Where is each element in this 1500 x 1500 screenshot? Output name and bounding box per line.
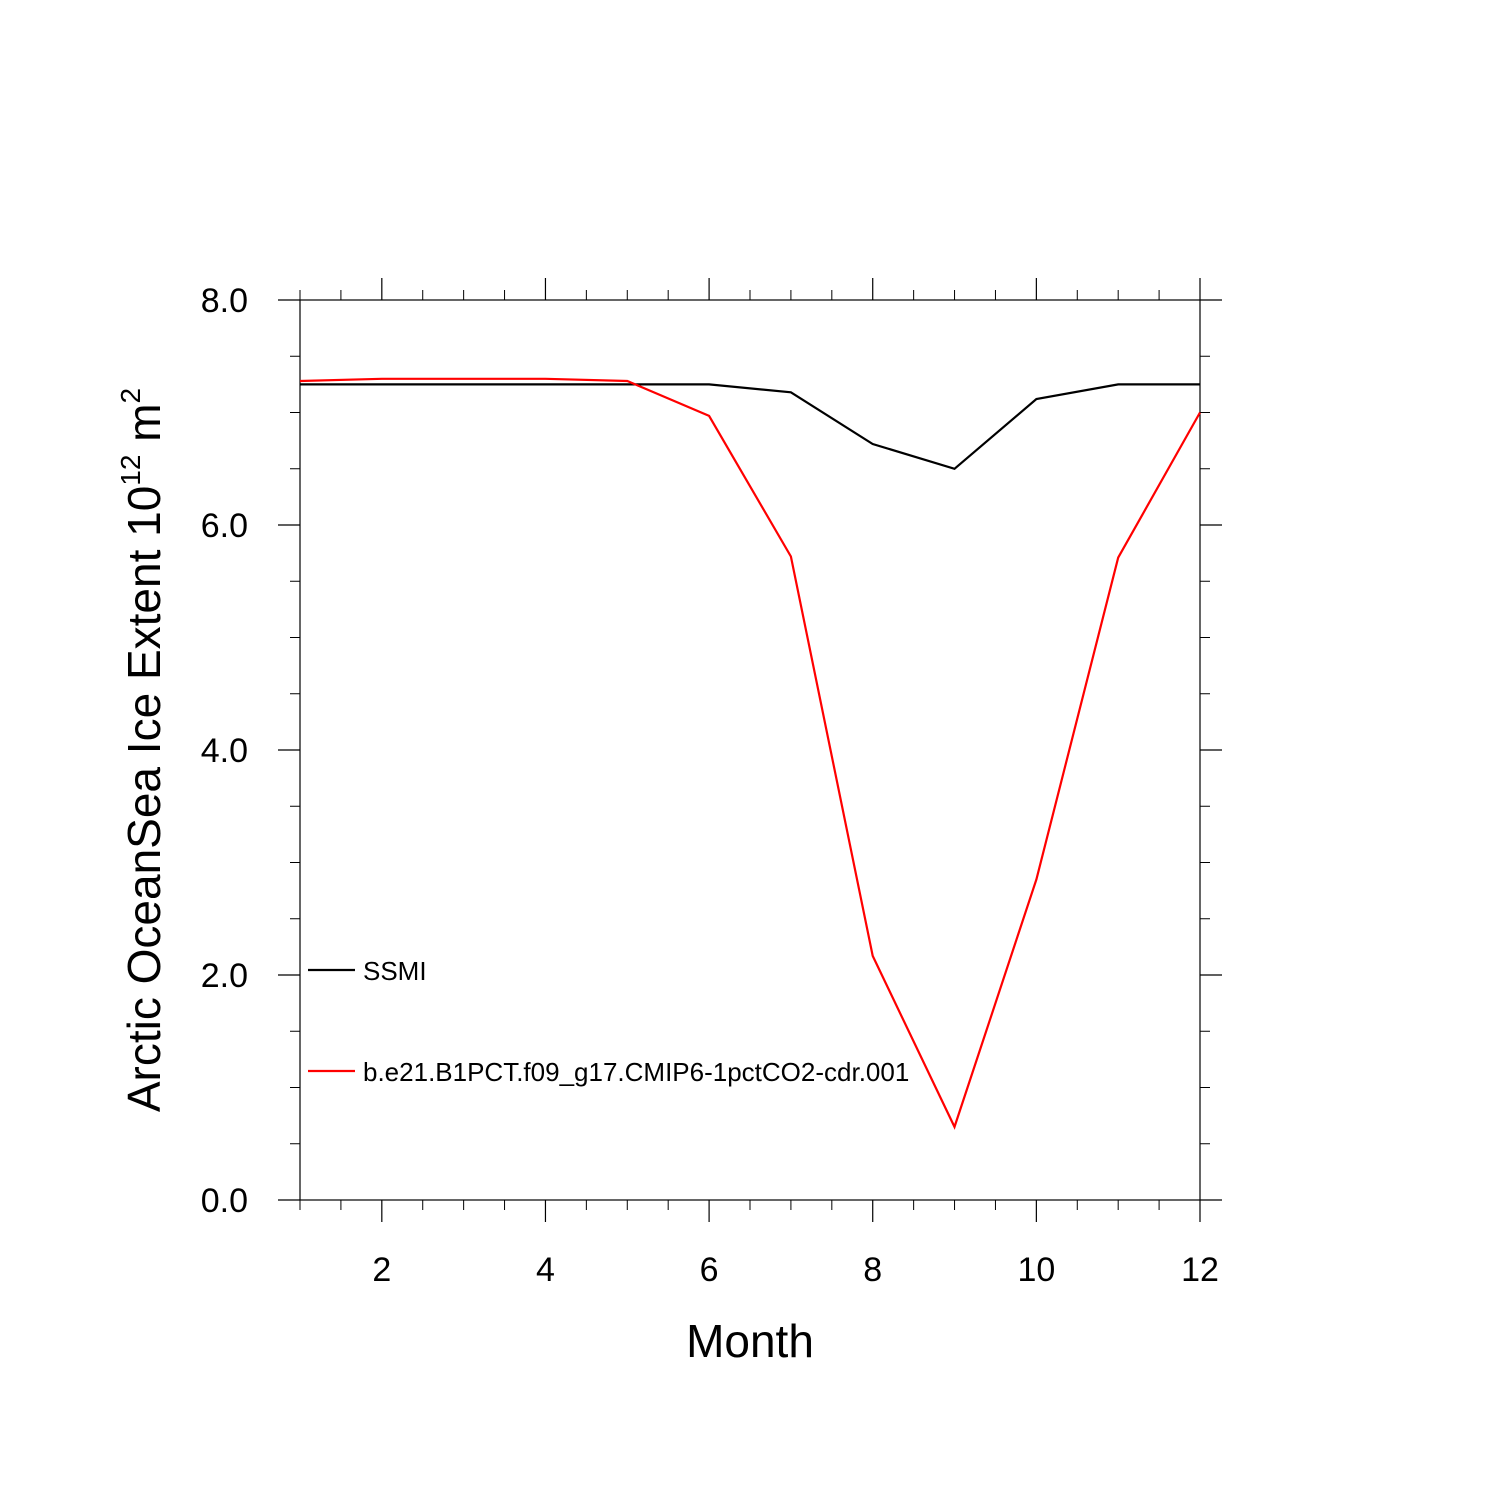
x-tick-label: 12 [1181,1251,1219,1289]
y-axis-label: Arctic OceanSea Ice Extent 1012 m2 [115,388,170,1112]
x-tick-label: 8 [863,1251,882,1289]
legend-label: b.e21.B1PCT.f09_g17.CMIP6-1pctCO2-cdr.00… [363,1057,909,1087]
y-tick-label: 8.0 [201,282,248,320]
series-line-1 [299,377,1201,1130]
x-tick-label: 2 [372,1251,391,1289]
y-tick-label: 4.0 [201,732,248,770]
x-tick-label: 6 [700,1251,719,1289]
x-tick-label: 10 [1017,1251,1055,1289]
y-tick-label: 0.0 [201,1182,248,1220]
axes: 2 4 6 8 10 12 0.0 2.0 4.0 6.0 8.0 [201,278,1222,1289]
series-line-0 [300,383,1200,471]
legend: SSMI b.e21.B1PCT.f09_g17.CMIP6-1pctCO2-cd… [308,956,909,1087]
series-lines [299,377,1201,1130]
legend-label: SSMI [363,956,427,986]
x-tick-label: 4 [536,1251,555,1289]
y-tick-label: 2.0 [201,957,248,995]
x-axis-label: Month [686,1315,814,1367]
y-tick-label: 6.0 [201,507,248,545]
